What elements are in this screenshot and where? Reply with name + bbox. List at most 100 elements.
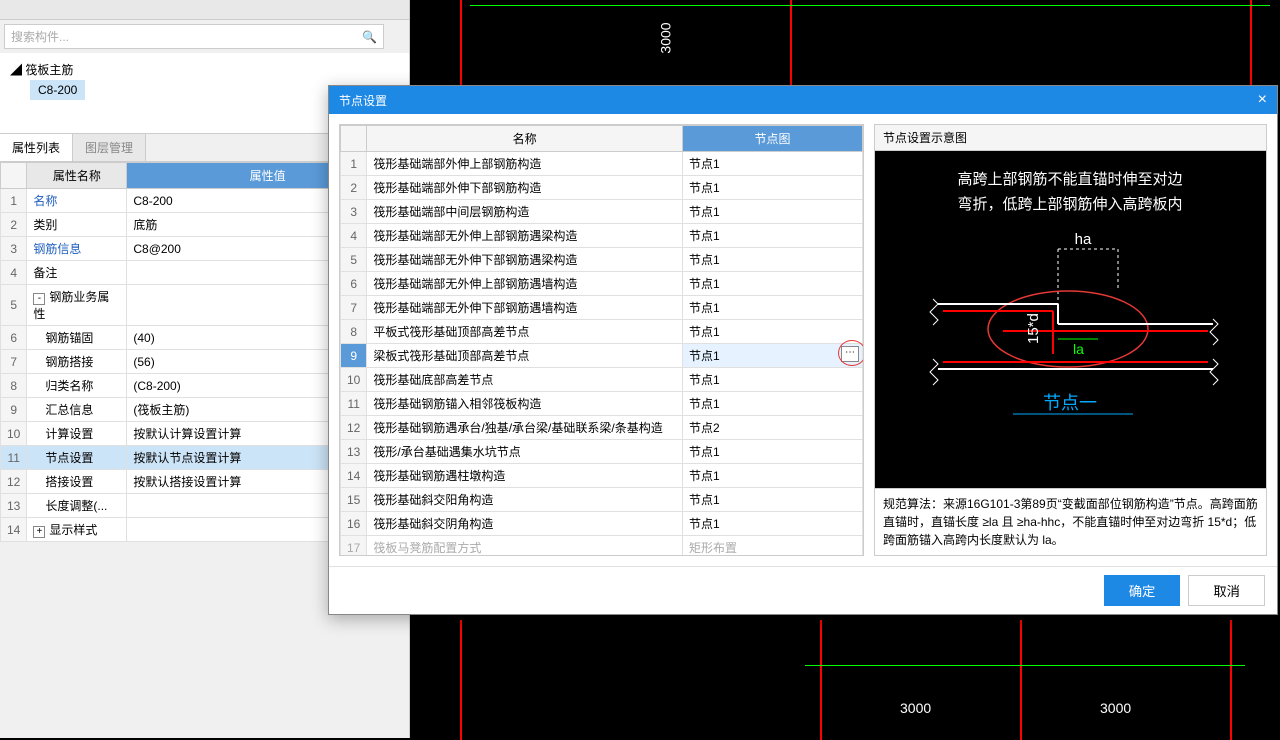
node-row[interactable]: 14筏形基础钢筋遇柱墩构造节点1 <box>341 464 863 488</box>
node-row[interactable]: 6筏形基础端部无外伸上部钢筋遇墙构造节点1 <box>341 272 863 296</box>
cad-dim-text: 3000 <box>658 22 674 53</box>
node-row[interactable]: 9梁板式筏形基础顶部高差节点节点1⋯ <box>341 344 863 368</box>
cancel-button[interactable]: 取消 <box>1188 575 1265 606</box>
node-name: 筏形基础端部无外伸下部钢筋遇墙构造 <box>367 296 683 320</box>
node-value[interactable]: 节点1 <box>683 272 863 296</box>
close-icon[interactable]: × <box>1258 91 1267 109</box>
node-row[interactable]: 1筏形基础端部外伸上部钢筋构造节点1 <box>341 152 863 176</box>
property-name: 钢筋信息 <box>27 237 127 261</box>
property-name: 长度调整(... <box>27 494 127 518</box>
node-header-blank <box>341 126 367 152</box>
node-value[interactable]: 节点1 <box>683 488 863 512</box>
node-row[interactable]: 2筏形基础端部外伸下部钢筋构造节点1 <box>341 176 863 200</box>
preview-title: 节点设置示意图 <box>875 125 1266 151</box>
row-number: 10 <box>1 422 27 446</box>
tree-child[interactable]: C8-200 <box>30 80 85 100</box>
ellipsis-button[interactable]: ⋯ <box>841 346 859 362</box>
node-name: 筏形基础端部外伸下部钢筋构造 <box>367 176 683 200</box>
node-name: 筏形基础端部外伸上部钢筋构造 <box>367 152 683 176</box>
node-row[interactable]: 10筏形基础底部高差节点节点1 <box>341 368 863 392</box>
row-number: 8 <box>1 374 27 398</box>
ha-label: ha <box>1075 231 1092 248</box>
row-number: 5 <box>1 285 27 326</box>
prop-header-blank <box>1 163 27 189</box>
row-number: 1 <box>1 189 27 213</box>
node-name: 筏形基础端部无外伸上部钢筋遇梁构造 <box>367 224 683 248</box>
tree-root[interactable]: ◢ 筏板主筋 <box>10 59 399 80</box>
node-header-name: 名称 <box>367 126 683 152</box>
node-row[interactable]: 12筏形基础钢筋遇承台/独基/承台梁/基础联系梁/条基构造节点2 <box>341 416 863 440</box>
dialog-title-text: 节点设置 <box>339 92 387 109</box>
preview-diagram: 高跨上部钢筋不能直锚时伸至对边 弯折，低跨上部钢筋伸入高跨板内 ha <box>875 151 1266 488</box>
cad-dim-text: 3000 <box>1100 700 1131 716</box>
node-name: 筏形基础底部高差节点 <box>367 368 683 392</box>
node-name: 梁板式筏形基础顶部高差节点 <box>367 344 683 368</box>
node-row[interactable]: 4筏形基础端部无外伸上部钢筋遇梁构造节点1 <box>341 224 863 248</box>
node-value[interactable]: 节点1 <box>683 200 863 224</box>
cad-gridline <box>1230 620 1232 740</box>
dialog-body: 名称 节点图 1筏形基础端部外伸上部钢筋构造节点12筏形基础端部外伸下部钢筋构造… <box>329 114 1277 566</box>
node-value[interactable]: 节点1 <box>683 440 863 464</box>
row-number: 7 <box>1 350 27 374</box>
node-value[interactable]: 节点1 <box>683 152 863 176</box>
row-number: 17 <box>341 536 367 557</box>
row-number: 3 <box>341 200 367 224</box>
node-row[interactable]: 13筏形/承台基础遇集水坑节点节点1 <box>341 440 863 464</box>
node-value[interactable]: 节点2 <box>683 416 863 440</box>
node-value[interactable]: 节点1 <box>683 392 863 416</box>
row-number: 11 <box>1 446 27 470</box>
break-symbol <box>930 359 938 385</box>
node-row[interactable]: 11筏形基础钢筋锚入相邻筏板构造节点1 <box>341 392 863 416</box>
property-name: 计算设置 <box>27 422 127 446</box>
property-name: 节点设置 <box>27 446 127 470</box>
node-value[interactable]: 节点1 <box>683 464 863 488</box>
node-row[interactable]: 15筏形基础斜交阳角构造节点1 <box>341 488 863 512</box>
row-number: 2 <box>341 176 367 200</box>
node-row[interactable]: 3筏形基础端部中间层钢筋构造节点1 <box>341 200 863 224</box>
node-value[interactable]: 节点1 <box>683 320 863 344</box>
node-name: 筏板马凳筋配置方式 <box>367 536 683 557</box>
break-symbol <box>1210 359 1218 385</box>
node-value[interactable]: 节点1 <box>683 368 863 392</box>
cad-gridline <box>460 0 462 85</box>
node-row[interactable]: 8平板式筏形基础顶部高差节点节点1 <box>341 320 863 344</box>
node-value[interactable]: 节点1 <box>683 512 863 536</box>
search-component-input[interactable]: 搜索构件... 🔍 <box>4 24 384 49</box>
row-number: 12 <box>341 416 367 440</box>
node-value[interactable]: 节点1 <box>683 296 863 320</box>
node-name: 筏形基础钢筋遇柱墩构造 <box>367 464 683 488</box>
row-number: 13 <box>1 494 27 518</box>
node-value[interactable]: 矩形布置 <box>683 536 863 557</box>
expand-icon[interactable]: + <box>33 526 45 538</box>
node-name: 筏形基础端部无外伸上部钢筋遇墙构造 <box>367 272 683 296</box>
diagram-svg: 高跨上部钢筋不能直锚时伸至对边 弯折，低跨上部钢筋伸入高跨板内 ha <box>883 159 1258 439</box>
dialog-titlebar[interactable]: 节点设置 × <box>329 86 1277 114</box>
node-value[interactable]: 节点1 <box>683 248 863 272</box>
cad-gridline <box>460 620 462 740</box>
node-row[interactable]: 7筏形基础端部无外伸下部钢筋遇墙构造节点1 <box>341 296 863 320</box>
tab-layers[interactable]: 图层管理 <box>73 134 146 161</box>
row-number: 4 <box>1 261 27 285</box>
highlight-ellipse <box>988 291 1148 367</box>
diagram-text1: 高跨上部钢筋不能直锚时伸至对边 <box>957 171 1182 188</box>
ok-button[interactable]: 确定 <box>1104 575 1181 606</box>
cad-gridline <box>820 620 822 740</box>
collapse-icon[interactable]: - <box>33 293 45 305</box>
node-name: 筏形/承台基础遇集水坑节点 <box>367 440 683 464</box>
node-row[interactable]: 16筏形基础斜交阴角构造节点1 <box>341 512 863 536</box>
node-value[interactable]: 节点1 <box>683 176 863 200</box>
row-number: 6 <box>1 326 27 350</box>
property-name: 名称 <box>27 189 127 213</box>
node-value[interactable]: 节点1 <box>683 224 863 248</box>
cad-gridline <box>1020 620 1022 740</box>
tab-properties[interactable]: 属性列表 <box>0 134 73 161</box>
row-number: 5 <box>341 248 367 272</box>
node-row[interactable]: 5筏形基础端部无外伸下部钢筋遇梁构造节点1 <box>341 248 863 272</box>
node-value[interactable]: 节点1⋯ <box>683 344 863 368</box>
node-row[interactable]: 17筏板马凳筋配置方式矩形布置 <box>341 536 863 557</box>
node-name: 筏形基础端部中间层钢筋构造 <box>367 200 683 224</box>
row-number: 1 <box>341 152 367 176</box>
row-number: 8 <box>341 320 367 344</box>
property-name: +显示样式 <box>27 518 127 542</box>
node-name: 筏形基础钢筋锚入相邻筏板构造 <box>367 392 683 416</box>
